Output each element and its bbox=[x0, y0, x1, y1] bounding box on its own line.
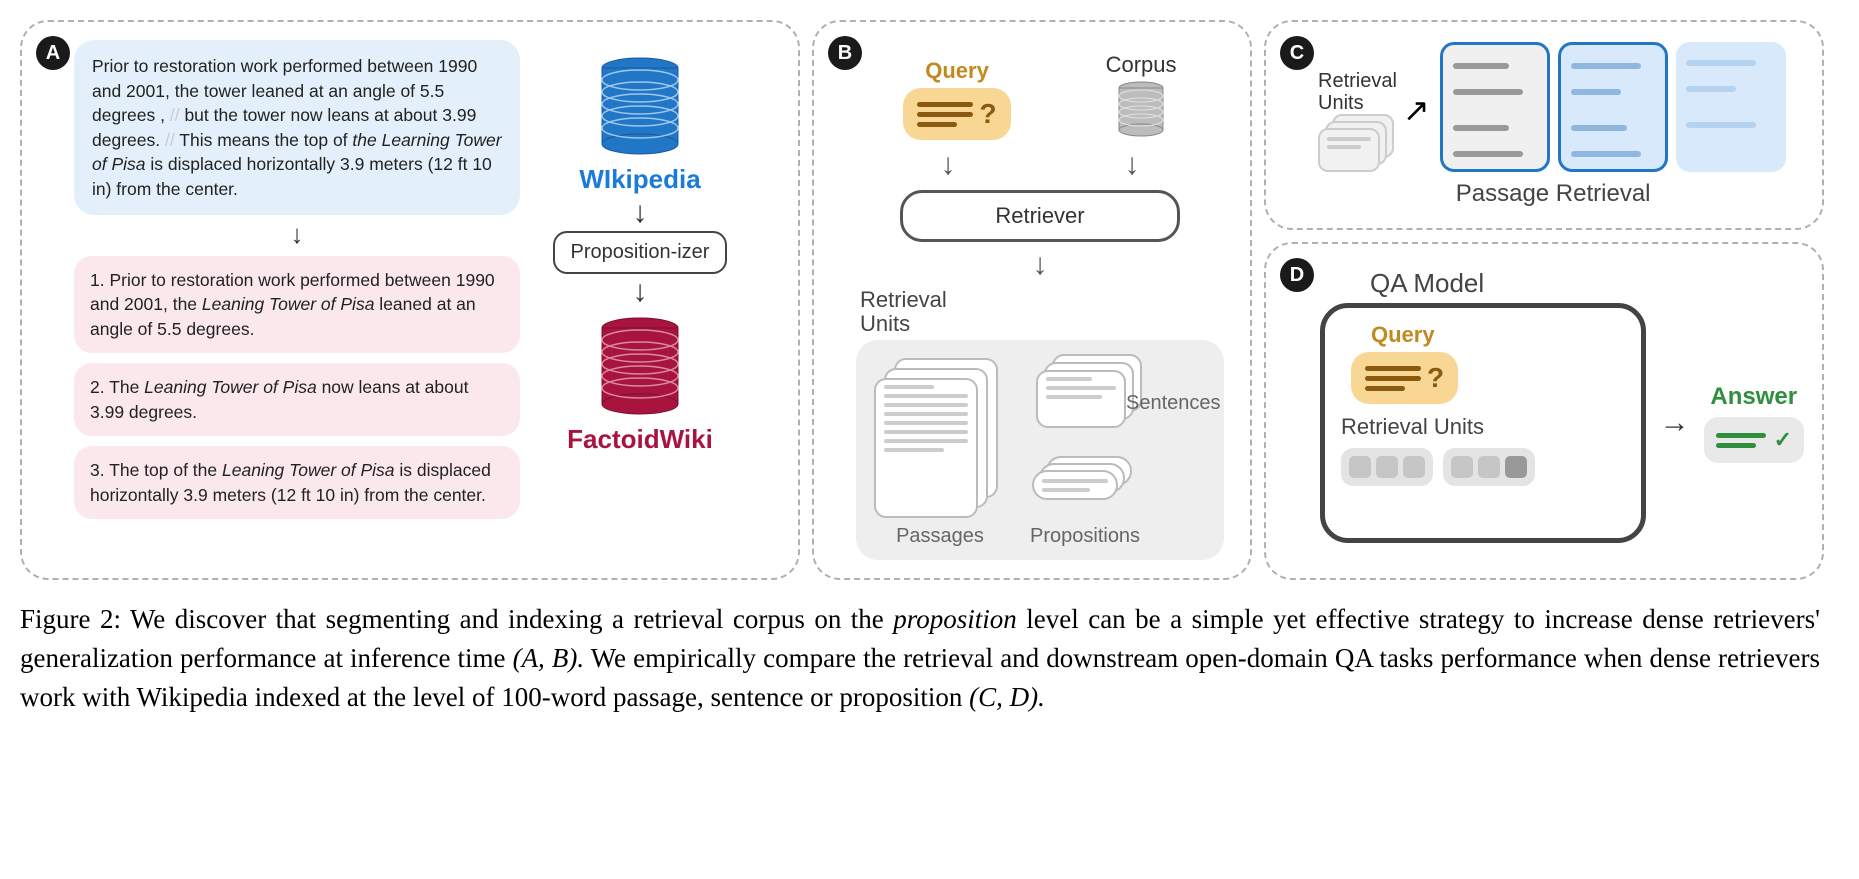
retrieved-docs-row bbox=[1440, 42, 1786, 172]
query-chip: ? bbox=[903, 88, 1010, 140]
sentence-separator: // bbox=[170, 105, 185, 125]
figure-caption: Figure 2: We discover that segmenting an… bbox=[20, 600, 1820, 717]
query-lines-icon bbox=[917, 102, 973, 127]
paragraph-s3a: This means the top of bbox=[179, 130, 352, 150]
wikipedia-label: WIkipedia bbox=[579, 164, 700, 195]
propositions-label: Propositions bbox=[1030, 525, 1230, 548]
answer-block: Answer ✓ bbox=[1704, 383, 1804, 463]
retrieval-unit-chip bbox=[1341, 448, 1433, 486]
arrow-curve-icon: ↗ bbox=[1403, 91, 1430, 129]
answer-lines-icon bbox=[1716, 433, 1766, 448]
query-label: Query bbox=[903, 58, 1010, 84]
caption-em1: proposition bbox=[893, 604, 1017, 634]
passages-label: Passages bbox=[870, 525, 1010, 548]
panel-c-badge: C bbox=[1280, 36, 1314, 70]
source-paragraph-box: Prior to restoration work performed betw… bbox=[74, 40, 520, 215]
panel-b-content: Query ? Corpus bbox=[832, 40, 1232, 560]
arrow-down-icon: ↓ bbox=[856, 248, 1224, 282]
database-icon bbox=[590, 50, 690, 160]
caption-em3: (C, D). bbox=[969, 682, 1045, 712]
retriever-box: Retriever bbox=[900, 190, 1180, 242]
corpus-column: Corpus bbox=[1106, 52, 1177, 140]
caption-prefix: Figure 2: bbox=[20, 604, 130, 634]
retrieval-units-row bbox=[1341, 448, 1625, 486]
question-mark-icon: ? bbox=[1427, 362, 1444, 394]
caption-t1: We discover that segmenting and indexing… bbox=[130, 604, 893, 634]
passage-retrieval-group: Passage Retrieval bbox=[1440, 42, 1786, 208]
retrieved-doc-1 bbox=[1440, 42, 1550, 172]
retrieved-doc-2 bbox=[1558, 42, 1668, 172]
retrieved-doc-3 bbox=[1676, 42, 1786, 172]
qa-model-label: QA Model bbox=[1370, 268, 1804, 299]
arrow-down-icon: ↓ bbox=[1125, 148, 1140, 182]
database-icon bbox=[590, 310, 690, 420]
retrieval-unit-chip bbox=[1443, 448, 1535, 486]
panel-b-top-row: Query ? Corpus bbox=[856, 52, 1224, 140]
arrow-down-icon: ↓ bbox=[74, 225, 520, 246]
panel-c: C Retrieval Units ↗ bbox=[1264, 20, 1824, 230]
panel-a-badge: A bbox=[36, 36, 70, 70]
sentences-propositions-col: Sentences Propositions bbox=[1026, 354, 1210, 546]
retrieval-units-stack-icon bbox=[1318, 114, 1396, 174]
query-chip: ? bbox=[1351, 352, 1458, 404]
proposition-2-box: 2. The Leaning Tower of Pisa now leans a… bbox=[74, 363, 520, 436]
panel-d: D QA Model Query ? bbox=[1264, 242, 1824, 580]
sentence-separator: // bbox=[165, 130, 179, 150]
proposition-1-box: 1. Prior to restoration work performed b… bbox=[74, 256, 520, 354]
arrow-down-icon: ↓ bbox=[633, 201, 648, 225]
panel-d-badge: D bbox=[1280, 258, 1314, 292]
panel-b-arrows: ↓ ↓ bbox=[856, 148, 1224, 182]
retrieval-units-label: Retrieval Units bbox=[1341, 414, 1625, 440]
prop2-ital: Leaning Tower of Pisa bbox=[144, 377, 317, 397]
answer-chip: ✓ bbox=[1704, 417, 1804, 463]
proposition-3-box: 3. The top of the Leaning Tower of Pisa … bbox=[74, 446, 520, 519]
prop2-pre: 2. The bbox=[90, 377, 144, 397]
arrow-down-icon: ↓ bbox=[941, 148, 956, 182]
database-icon bbox=[1113, 78, 1169, 140]
paragraph-s3b: is displaced horizontally 3.9 meters (12… bbox=[92, 154, 492, 199]
query-lines-icon bbox=[1365, 366, 1421, 391]
retrieval-units-label: Retrieval Units bbox=[1318, 70, 1397, 114]
arrow-right-icon: → bbox=[1660, 406, 1690, 440]
panel-b-badge: B bbox=[828, 36, 862, 70]
prop3-pre: 3. The top of the bbox=[90, 460, 222, 480]
panel-a: A Prior to restoration work performed be… bbox=[20, 20, 800, 580]
corpus-label: Corpus bbox=[1106, 52, 1177, 78]
qa-model-box: Query ? Retrieval Units bbox=[1320, 303, 1646, 543]
caption-em2: (A, B). bbox=[513, 643, 585, 673]
factoidwiki-label: FactoidWiki bbox=[567, 424, 713, 455]
check-icon: ✓ bbox=[1774, 427, 1792, 453]
query-label: Query bbox=[1371, 322, 1625, 348]
passages-stack: Passages bbox=[870, 354, 1010, 546]
panel-c-content: Retrieval Units ↗ bbox=[1284, 40, 1804, 210]
prop1-ital: Leaning Tower of Pisa bbox=[202, 294, 375, 314]
panel-a-left: Prior to restoration work performed betw… bbox=[40, 40, 520, 560]
panels-row: A Prior to restoration work performed be… bbox=[20, 20, 1840, 580]
retrieval-units-mini: Retrieval Units bbox=[1318, 70, 1397, 180]
panel-d-content: QA Model Query ? bbox=[1284, 262, 1804, 543]
panel-d-row: Query ? Retrieval Units bbox=[1320, 303, 1804, 543]
query-column: Query ? bbox=[903, 58, 1010, 140]
figure-2: A Prior to restoration work performed be… bbox=[20, 20, 1840, 717]
answer-label: Answer bbox=[1710, 383, 1797, 411]
prop3-ital: Leaning Tower of Pisa bbox=[222, 460, 395, 480]
panel-a-right: WIkipedia ↓ Proposition-izer ↓ bbox=[520, 40, 760, 560]
propositionizer-box: Proposition-izer bbox=[553, 231, 728, 274]
arrow-down-icon: ↓ bbox=[633, 280, 648, 304]
panels-cd-column: C Retrieval Units ↗ bbox=[1264, 20, 1824, 580]
question-mark-icon: ? bbox=[979, 98, 996, 130]
panel-b: B Query ? bbox=[812, 20, 1252, 580]
retrieval-units-label: Retrieval Units bbox=[860, 288, 1224, 336]
retrieval-units-tray: Passages Sentences bbox=[856, 340, 1224, 560]
sentences-label: Sentences bbox=[1126, 392, 1221, 415]
passage-retrieval-label: Passage Retrieval bbox=[1456, 180, 1786, 208]
